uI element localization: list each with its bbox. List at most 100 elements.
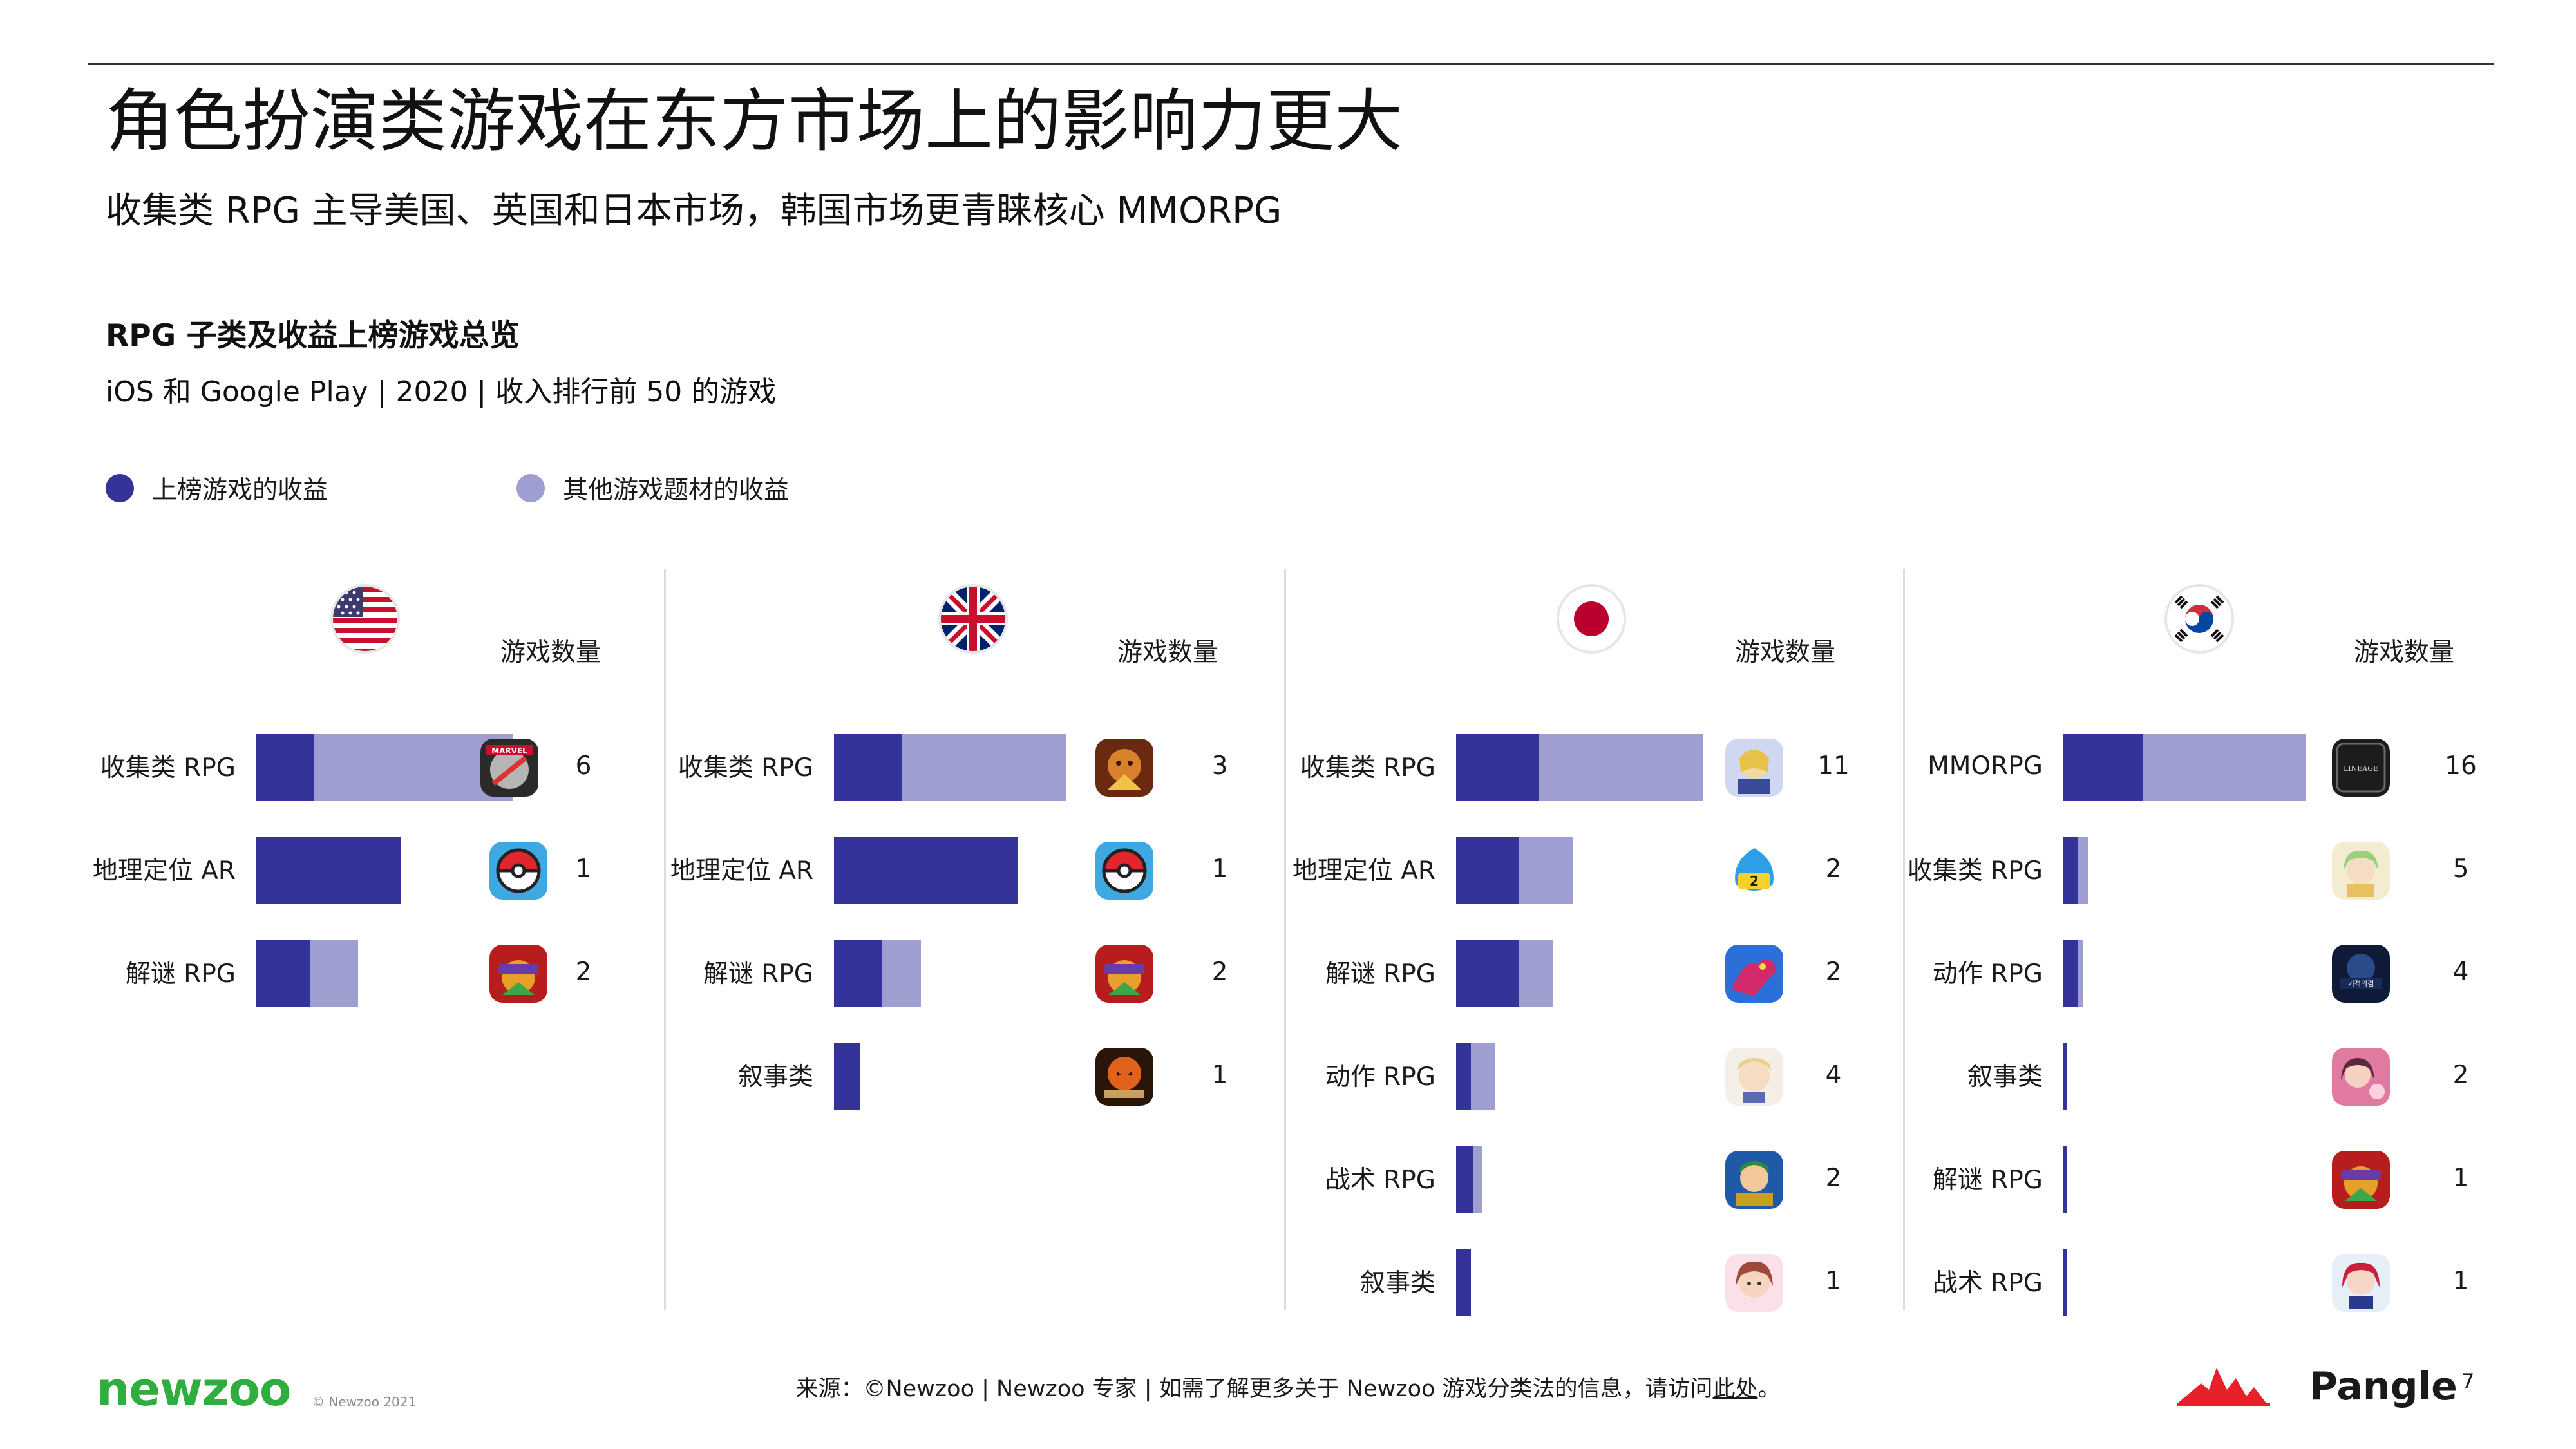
bar-top-games-revenue (256, 837, 401, 904)
bar-top-games-revenue (2063, 1146, 2067, 1213)
source-text: 来源：©Newzoo | Newzoo 专家 | 如需了解更多关于 Newzoo… (795, 1376, 1713, 1402)
panel-usa: 游戏数量 收集类 RPG MARVEL 6 地理定位 AR 1 解谜 RPG 2 (0, 567, 664, 1314)
bar-other-genres-revenue (2078, 940, 2083, 1007)
bar-track (834, 1043, 1317, 1110)
bar-rows: MMORPG LINEAGE 16 收集类 RPG 5 动作 RPG 기적의검 4 叙事类 2 解谜… (1903, 567, 2576, 1316)
bar-row: 收集类 RPG 5 (1903, 833, 2576, 904)
miracle-awakening-icon: 기적의검 (2332, 945, 2390, 1003)
bar-row: 叙事类 1 (1284, 1245, 1903, 1316)
bar-rows: 收集类 RPG 3 地理定位 AR 1 解谜 RPG 2 叙事类 1 (664, 567, 1284, 1314)
collection-rpg-korea-icon (2332, 842, 2390, 900)
legend-item-other: 其他游戏题材的收益 (516, 470, 789, 506)
bar-row: 动作 RPG 4 (1284, 1039, 1903, 1110)
page-subtitle: 收集类 RPG 主导美国、英国和日本市场，韩国市场更青睐核心 MMORPG (106, 190, 1282, 232)
newzoo-logo: newzoo (97, 1362, 291, 1416)
bar-row: 收集类 RPG 11 (1284, 730, 1903, 801)
game-count: 3 (1211, 751, 1228, 781)
category-label: MMORPG (1927, 751, 2043, 781)
bar-other-genres-revenue (1519, 837, 1573, 904)
category-label: 收集类 RPG (677, 753, 813, 782)
page-title: 角色扮演类游戏在东方市场上的影响力更大 (106, 82, 1403, 161)
bar-track (2063, 734, 2559, 801)
japan-flag-icon (1556, 583, 1627, 654)
category-label: 叙事类 (1359, 1269, 1435, 1298)
bar-row: 解谜 RPG 2 (1284, 936, 1903, 1007)
bar-track (2063, 837, 2559, 904)
category-label: 地理定位 AR (1292, 857, 1435, 886)
category-label: 地理定位 AR (92, 857, 236, 886)
bar-track (834, 837, 1317, 904)
source-end: 。 (1757, 1376, 1781, 1402)
bar-row: MMORPG LINEAGE 16 (1903, 730, 2576, 801)
category-label: 地理定位 AR (670, 857, 813, 886)
source-link[interactable]: 此处 (1712, 1376, 1758, 1402)
bar-other-genres-revenue (314, 734, 513, 801)
game-count: 2 (575, 957, 592, 987)
pangle-mark-icon (2177, 1368, 2270, 1406)
game-count: 2 (1825, 1163, 1842, 1193)
bar-top-games-revenue (256, 940, 310, 1007)
game-count: 4 (2452, 957, 2469, 987)
pokemon-go-icon (1095, 842, 1153, 900)
game-count: 4 (1825, 1060, 1842, 1090)
bar-track (1456, 1043, 1939, 1110)
bar-top-games-revenue (834, 837, 1018, 904)
panel-korea: 游戏数量 MMORPG LINEAGE 16 收集类 RPG 5 动作 RPG 기적의검 4 叙… (1903, 567, 2576, 1316)
svg-text:2: 2 (1750, 873, 1759, 889)
bar-rows: 收集类 RPG MARVEL 6 地理定位 AR 1 解谜 RPG 2 (0, 567, 664, 1314)
game-count: 6 (575, 751, 592, 781)
game-count: 2 (1825, 957, 1842, 987)
genshin-impact-icon (1725, 1048, 1783, 1106)
category-label: 解谜 RPG (1325, 960, 1435, 989)
bar-row: 动作 RPG 기적의검 4 (1903, 936, 2576, 1007)
game-count: 1 (2452, 1266, 2469, 1296)
panel-divider (664, 569, 666, 1310)
legend-label-top: 上榜游戏的收益 (152, 476, 328, 505)
top-rule (88, 63, 2494, 65)
bar-track (1456, 837, 1939, 904)
korea-flag-icon (2164, 583, 2235, 654)
pangle-wordmark: Pangle (2309, 1364, 2458, 1409)
bar-row: 战术 RPG 1 (1903, 1245, 2576, 1316)
game-count: 1 (2452, 1163, 2469, 1193)
bar-top-games-revenue (2063, 734, 2143, 801)
bar-other-genres-revenue (1539, 734, 1703, 801)
category-label: 动作 RPG (1325, 1063, 1435, 1092)
panel-divider (1284, 569, 1286, 1310)
count-column-header: 游戏数量 (2354, 638, 2455, 667)
bar-top-games-revenue (256, 734, 314, 801)
bar-row: 收集类 RPG 3 (664, 730, 1284, 801)
bar-row: 叙事类 2 (1903, 1039, 2576, 1110)
bar-track (1456, 1146, 1939, 1213)
bar-row: 解谜 RPG 2 (664, 936, 1284, 1007)
count-column-header: 游戏数量 (1735, 638, 1836, 667)
bar-track (2063, 940, 2559, 1007)
legend-item-top: 上榜游戏的收益 (106, 470, 328, 506)
game-count: 2 (2452, 1060, 2469, 1090)
game-count: 1 (1211, 1060, 1228, 1090)
empires-puzzles-icon (489, 945, 547, 1003)
harry-potter-hogwarts-mystery-icon (1095, 1048, 1153, 1106)
fate-grand-order-icon (1725, 739, 1783, 797)
bar-other-genres-revenue (882, 940, 921, 1007)
bar-row: 解谜 RPG 1 (1903, 1142, 2576, 1213)
bar-top-games-revenue (1456, 940, 1519, 1007)
bar-other-genres-revenue (2143, 734, 2306, 801)
category-label: 战术 RPG (1932, 1269, 2043, 1298)
bar-top-games-revenue (1456, 1146, 1473, 1213)
bar-row: 叙事类 1 (664, 1039, 1284, 1110)
bar-top-games-revenue (2063, 1249, 2067, 1316)
category-label: 叙事类 (737, 1063, 813, 1092)
pokemon-go-icon (489, 842, 547, 900)
svg-text:LINEAGE: LINEAGE (2344, 764, 2378, 773)
bar-track (2063, 1043, 2559, 1110)
game-count: 1 (1825, 1266, 1842, 1296)
category-label: 收集类 RPG (100, 753, 236, 782)
bar-track (256, 734, 739, 801)
bar-row: 地理定位 AR 2 2 (1284, 833, 1903, 904)
game-count: 11 (1817, 751, 1850, 781)
bar-top-games-revenue (2063, 1043, 2067, 1110)
bar-track (1456, 1249, 1939, 1316)
bar-other-genres-revenue (310, 940, 358, 1007)
count-column-header: 游戏数量 (1117, 638, 1218, 667)
